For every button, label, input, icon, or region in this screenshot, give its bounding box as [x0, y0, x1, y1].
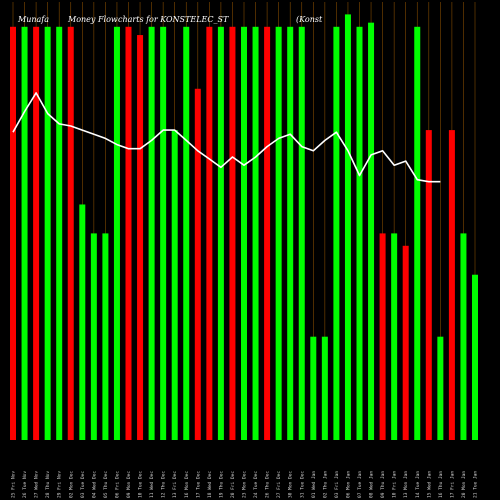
- bar: [437, 336, 444, 440]
- x-tick-label: 08 Wed Jan: [369, 471, 375, 498]
- bar: [241, 26, 247, 441]
- x-tick-label: 14 Tue Jan: [415, 471, 421, 498]
- bar: [183, 26, 190, 441]
- bar: [160, 26, 167, 441]
- bar: [472, 274, 478, 440]
- chart-title: Money Flow: [67, 15, 118, 24]
- bar: [102, 233, 109, 440]
- bar: [194, 88, 201, 440]
- bar: [344, 14, 351, 440]
- bar: [448, 130, 455, 440]
- bar: [310, 336, 317, 440]
- x-tick-label: 02 Mon Dec: [68, 471, 74, 498]
- x-tick-label: 30 Mon Dec: [288, 471, 294, 498]
- x-tick-label: 19 Thu Dec: [218, 471, 224, 498]
- bar: [90, 233, 97, 440]
- bar: [379, 233, 386, 440]
- bar: [67, 26, 74, 441]
- x-tick-label: 02 Thu Jan: [322, 471, 328, 498]
- x-tick-label: 10 Tue Dec: [138, 471, 144, 498]
- bar: [425, 130, 432, 440]
- line-layer: [12, 92, 441, 183]
- bar: [10, 26, 16, 441]
- bar: [137, 35, 144, 440]
- bar: [391, 233, 398, 440]
- chart-title-group: Munafa Money Flow charts for KONSTELEC_ST (…: [17, 15, 323, 24]
- bar: [21, 26, 28, 441]
- x-tick-label: 20 Mon Jan: [461, 471, 467, 498]
- x-tick-label: 17 Tue Dec: [195, 471, 201, 498]
- bar: [460, 233, 467, 440]
- bars: [10, 14, 478, 441]
- x-tick-label: 17 Fri Jan: [449, 471, 455, 498]
- x-tick-label: 23 Mon Dec: [242, 471, 248, 498]
- x-tick-label: 18 Wed Dec: [207, 471, 213, 498]
- bar: [414, 26, 421, 441]
- bar: [287, 26, 294, 441]
- chart-title: charts for KONSTELEC_ST: [118, 15, 229, 24]
- x-tick-label: 09 Mon Dec: [126, 471, 132, 498]
- x-tick-label: 16 Mon Dec: [184, 471, 190, 498]
- bar: [148, 26, 155, 441]
- x-tick-label: 27 Fri Dec: [276, 471, 282, 498]
- x-tick-label: 06 Mon Jan: [345, 471, 351, 498]
- x-tick-label: 16 Thu Jan: [438, 471, 444, 498]
- x-tick-label: 27 Wed Nov: [34, 471, 40, 498]
- bar: [56, 26, 63, 441]
- bar: [44, 26, 51, 441]
- x-tick-label: 03 Fri Jan: [334, 471, 340, 498]
- bar: [79, 204, 86, 440]
- x-tick-label: 26 Tue Nov: [22, 471, 28, 498]
- bar: [264, 26, 271, 441]
- bar: [113, 26, 120, 441]
- x-tick-label: 12 Thu Dec: [161, 471, 167, 498]
- x-tick-label: 28 Thu Nov: [45, 471, 51, 498]
- x-tick-label: 13 Mon Jan: [403, 471, 409, 498]
- bar: [217, 26, 224, 441]
- x-tick-label: 01 Wed Jan: [311, 471, 317, 498]
- bar: [402, 245, 409, 440]
- x-tick-label: 07 Tue Jan: [357, 471, 363, 498]
- x-tick-label: 11 Wed Dec: [149, 471, 155, 498]
- bar: [333, 26, 340, 441]
- bar: [171, 130, 178, 440]
- x-tick-label: 15 Wed Jan: [426, 471, 432, 498]
- chart-title: Munafa: [17, 15, 49, 24]
- bar: [125, 26, 132, 441]
- bar: [356, 26, 363, 441]
- bar: [321, 336, 328, 440]
- bar: [33, 26, 40, 441]
- bar: [298, 26, 305, 441]
- x-tick-label: 05 Thu Dec: [103, 471, 109, 498]
- x-tick-label: 03 Tue Dec: [80, 471, 86, 498]
- x-tick-labels: 25 Fri Nov 26 Tue Nov 27 Wed Nov 28 Thu Nov…: [11, 471, 479, 498]
- x-tick-label: 10 Fri Jan: [392, 471, 398, 498]
- bar: [275, 26, 282, 441]
- bar: [368, 22, 375, 441]
- x-tick-label: 13 Fri Dec: [172, 471, 178, 498]
- chart-title: (Konst: [296, 15, 323, 24]
- x-tick-label: 26 Thu Dec: [265, 471, 271, 498]
- bar: [252, 26, 259, 441]
- x-tick-label: 09 Thu Jan: [380, 471, 386, 498]
- x-tick-label: 25 Fri Nov: [11, 471, 17, 498]
- x-tick-label: 20 Fri Dec: [230, 471, 236, 498]
- x-tick-label: 04 Wed Dec: [91, 471, 97, 498]
- bar: [229, 26, 236, 441]
- x-tick-label: 29 Fri Nov: [57, 471, 63, 498]
- bar: [206, 26, 213, 441]
- x-tick-label: 21 Tue Jan: [473, 471, 479, 498]
- x-tick-label: 06 Fri Dec: [114, 471, 120, 498]
- x-tick-label: 24 Tue Dec: [253, 471, 259, 498]
- x-tick-label: 31 Tue Dec: [299, 471, 305, 498]
- money-flow-line: [12, 92, 441, 183]
